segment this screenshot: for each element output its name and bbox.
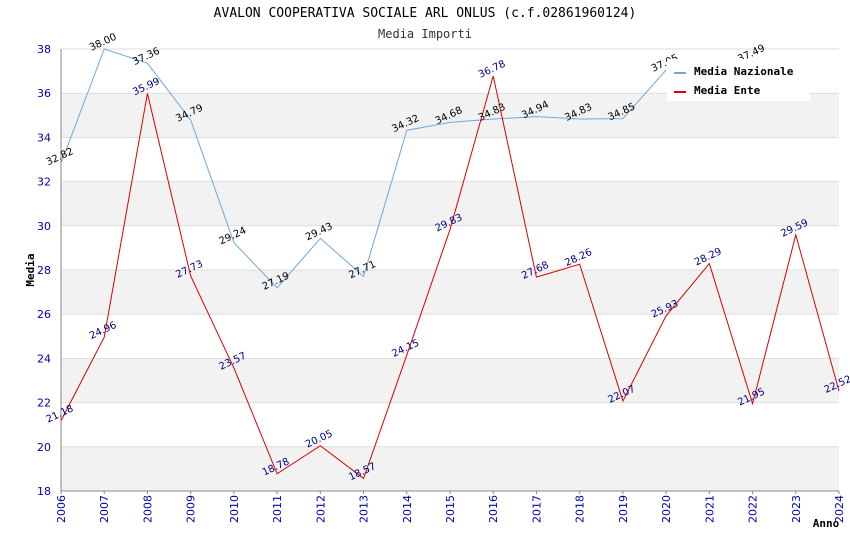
grid-band <box>61 137 839 182</box>
y-tick-label: 18 <box>37 485 51 498</box>
series-line-0 <box>60 48 667 289</box>
x-tick-label: 2012 <box>314 495 327 523</box>
x-tick-label: 2021 <box>703 495 716 523</box>
x-tick-labels: 2006 2007 2008 2009 2010 2011 2012 2013 2014 2015… <box>55 495 846 523</box>
x-tick-label: 2006 <box>55 495 68 523</box>
x-tick-label: 2010 <box>228 495 241 523</box>
y-tick-labels: 18 20 22 24 26 28 30 32 34 36 38 <box>37 43 51 498</box>
grid-band <box>61 225 839 270</box>
x-tick-label: 2008 <box>141 495 154 523</box>
y-tick-label: 26 <box>37 308 51 321</box>
grid-band <box>61 181 839 226</box>
legend: Media Nazionale Media Ente <box>667 59 810 101</box>
grid-band <box>61 446 839 491</box>
y-tick-label: 28 <box>37 264 51 277</box>
x-tick-label: 2014 <box>401 495 414 523</box>
x-tick-label: 2015 <box>444 495 457 523</box>
y-tick-label: 34 <box>37 131 51 144</box>
y-tick-label: 36 <box>37 87 51 100</box>
x-tick-label: 2022 <box>747 495 760 523</box>
axes <box>60 49 840 494</box>
x-tick-label: 2007 <box>98 495 111 523</box>
y-tick-label: 30 <box>37 220 51 233</box>
x-tick-label: 2017 <box>530 495 543 523</box>
series-line-1 <box>60 75 840 480</box>
legend-label-ente: Media Ente <box>694 84 761 97</box>
grid-bands <box>61 49 839 491</box>
grid-band <box>61 358 839 403</box>
grid-band <box>61 270 839 315</box>
y-tick-label: 22 <box>37 397 51 410</box>
grid-band <box>61 314 839 359</box>
x-tick-label: 2018 <box>574 495 587 523</box>
x-tick-label: 2023 <box>790 495 803 523</box>
x-tick-label: 2016 <box>487 495 500 523</box>
y-axis-label: Media <box>24 253 37 286</box>
x-tick-label: 2019 <box>617 495 630 523</box>
y-tick-label: 38 <box>37 43 51 56</box>
legend-box <box>667 59 810 101</box>
series-lines <box>60 48 840 480</box>
x-axis-label: Anno <box>813 517 840 530</box>
y-tick-label: 24 <box>37 352 51 365</box>
x-tick-label: 2024 <box>833 495 846 523</box>
grid-band <box>61 402 839 447</box>
y-tick-label: 20 <box>37 441 51 454</box>
chart-subtitle: Media Importi <box>378 27 472 41</box>
y-tick-label: 32 <box>37 176 51 189</box>
x-tick-label: 2013 <box>358 495 371 523</box>
chart-title: AVALON COOPERATIVA SOCIALE ARL ONLUS (c.… <box>213 6 637 21</box>
x-tick-label: 2020 <box>660 495 673 523</box>
x-tick-label: 2011 <box>271 495 284 523</box>
x-tick-label: 2009 <box>185 495 198 523</box>
legend-label-nazionale: Media Nazionale <box>694 65 794 78</box>
